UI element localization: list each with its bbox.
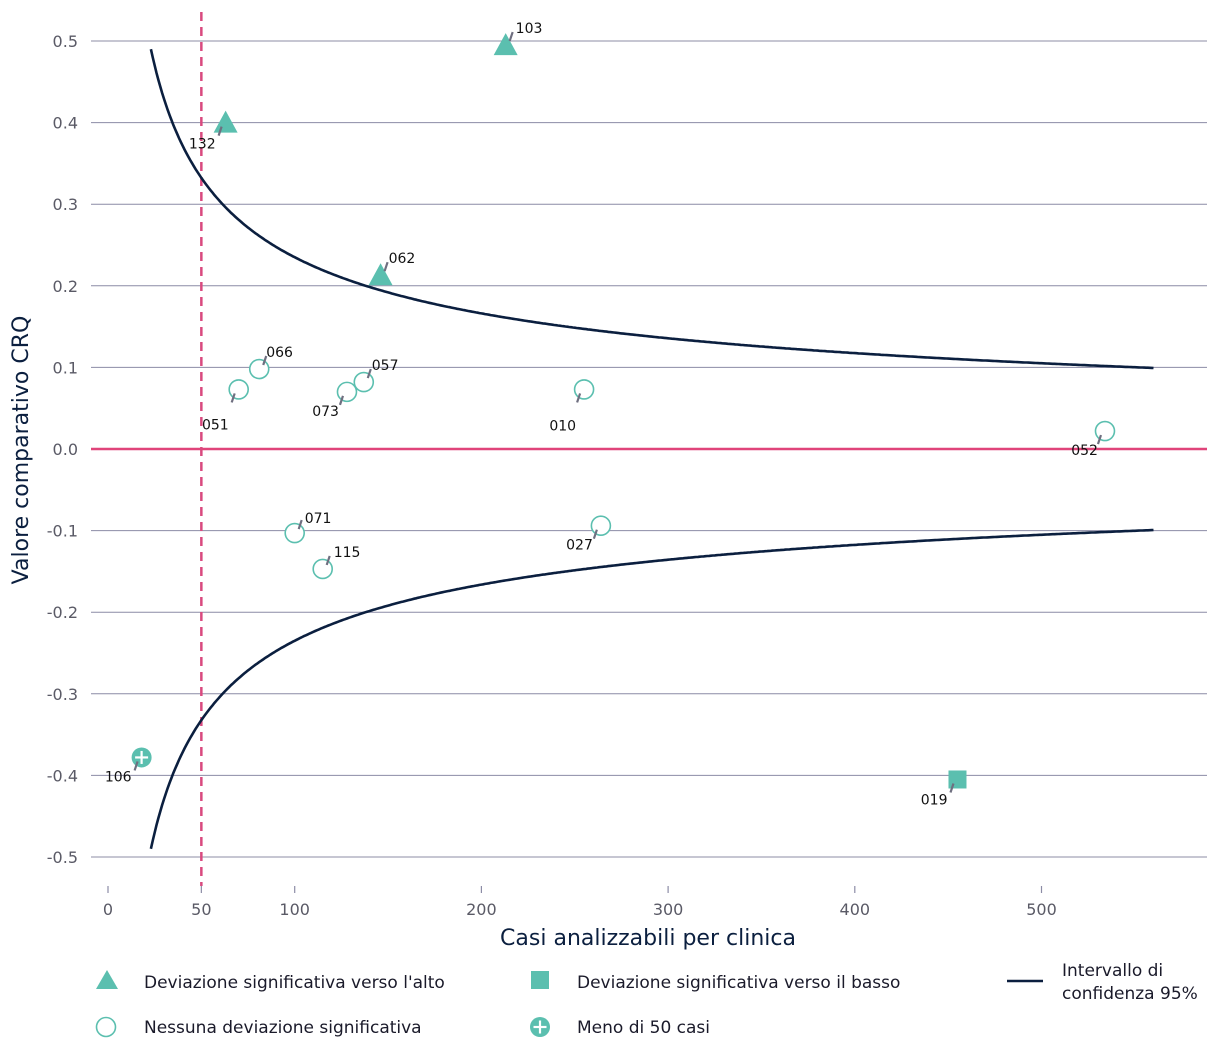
- label-leader: [1096, 434, 1103, 445]
- label-leader: [217, 126, 223, 136]
- label-leader: [133, 761, 139, 771]
- point-103: [493, 33, 518, 56]
- point-073: [336, 381, 358, 403]
- y-tick-label: -0.2: [47, 603, 78, 622]
- point-label-066: 066: [266, 345, 293, 361]
- point-051: [228, 379, 249, 400]
- x-tick-label: 50: [191, 900, 211, 919]
- y-tick-label: 0.5: [53, 32, 78, 51]
- x-tick-label: 100: [279, 900, 310, 919]
- label-leader: [949, 783, 955, 793]
- legend-label-ci-line1: Intervallo di: [1062, 961, 1163, 981]
- legend-item-up: Deviazione significativa verso l'alto: [96, 970, 445, 993]
- point-019: [948, 770, 967, 789]
- point-010: [573, 379, 595, 400]
- y-axis-ticks: 0.5 0.4 0.3 0.2 0.1 0.0 -0.1 -0.2 -0.3 -0.4 -0.5: [47, 32, 78, 867]
- crossed-circle-marker-icon: [530, 1017, 550, 1037]
- point-label-106: 106: [105, 769, 132, 785]
- y-tick-label: -0.3: [47, 685, 78, 704]
- data-points: [131, 33, 1116, 789]
- point-071: [284, 522, 306, 544]
- x-tick-label: 300: [653, 900, 684, 919]
- reference-lines: [91, 12, 1207, 886]
- x-axis-title: Casi analizzabili per clinica: [500, 926, 796, 951]
- label-leader: [383, 261, 389, 272]
- point-057: [353, 371, 375, 393]
- label-leader: [262, 355, 268, 366]
- point-066: [248, 358, 270, 380]
- legend-label-down: Deviazione significativa verso il basso: [577, 973, 900, 993]
- ci-lower-curve: [149, 528, 1154, 850]
- point-label-051: 051: [202, 417, 229, 433]
- legend-item-none: Nessuna deviazione significativa: [95, 1016, 422, 1038]
- point-062: [368, 263, 393, 286]
- label-leader: [592, 529, 598, 540]
- y-tick-label: 0.1: [53, 358, 78, 377]
- point-106: [131, 747, 152, 768]
- label-leader: [297, 519, 303, 530]
- y-tick-label: 0.0: [53, 440, 78, 459]
- label-leader: [325, 555, 331, 566]
- confidence-interval: [149, 48, 1154, 850]
- point-labels: 103 132 062 066 057 051 073 010 052 071 027 115 106 0…: [105, 21, 1103, 808]
- y-tick-label: -0.5: [47, 848, 78, 867]
- legend-item-down: Deviazione significativa verso il basso: [531, 971, 900, 993]
- label-leader: [230, 393, 236, 403]
- x-tick-label: 500: [1026, 900, 1057, 919]
- point-label-052: 052: [1071, 443, 1098, 459]
- ci-upper-curve: [149, 48, 1154, 370]
- legend: Deviazione significativa verso l'alto De…: [95, 961, 1198, 1038]
- y-tick-label: -0.1: [47, 522, 78, 541]
- y-tick-label: 0.4: [53, 114, 78, 133]
- point-label-062: 062: [389, 251, 416, 267]
- y-tick-label: -0.4: [47, 766, 78, 785]
- legend-label-few: Meno di 50 casi: [577, 1018, 710, 1038]
- point-label-115: 115: [334, 545, 361, 561]
- grid-lines: [91, 40, 1207, 858]
- circle-marker-icon: [95, 1016, 117, 1038]
- x-axis-ticks: 0 50 100 200 300 400 500: [103, 886, 1057, 919]
- point-label-103: 103: [516, 21, 543, 37]
- point-label-071: 071: [305, 511, 332, 527]
- label-leader: [576, 393, 582, 403]
- legend-label-ci-line2: confidenza 95%: [1062, 984, 1198, 1004]
- label-leader: [338, 395, 345, 406]
- legend-item-ci: Intervallo di confidenza 95%: [1007, 961, 1198, 1004]
- point-label-132: 132: [189, 137, 216, 153]
- legend-label-none: Nessuna deviazione significativa: [144, 1018, 422, 1038]
- point-115: [312, 558, 334, 580]
- point-label-073: 073: [312, 404, 339, 420]
- y-tick-label: 0.3: [53, 195, 78, 214]
- label-leader: [508, 31, 514, 42]
- point-052: [1094, 420, 1116, 442]
- x-tick-label: 400: [840, 900, 871, 919]
- point-label-010: 010: [549, 418, 576, 434]
- point-027: [590, 515, 612, 537]
- point-132: [213, 110, 238, 133]
- y-axis-title: Valore comparativo CRQ: [9, 316, 34, 585]
- point-label-057: 057: [372, 358, 399, 374]
- x-tick-label: 200: [466, 900, 497, 919]
- point-label-027: 027: [566, 538, 593, 554]
- x-tick-label: 0: [103, 900, 113, 919]
- triangle-marker-icon: [96, 970, 118, 989]
- square-marker-icon: [531, 971, 549, 989]
- legend-item-few: Meno di 50 casi: [530, 1017, 710, 1038]
- legend-label-up: Deviazione significativa verso l'alto: [144, 973, 445, 993]
- point-label-019: 019: [921, 792, 948, 808]
- label-leader: [366, 368, 372, 379]
- y-tick-label: 0.2: [53, 277, 78, 296]
